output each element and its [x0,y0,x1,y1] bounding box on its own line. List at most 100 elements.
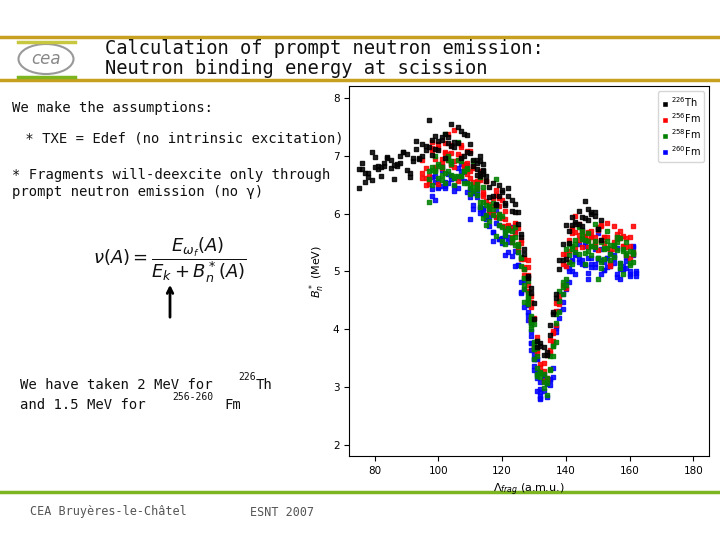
Point [500,232,511,240]
Point [513,207,524,216]
Point [451,184,463,192]
Point [477,170,489,179]
Point [439,177,451,186]
Point [439,168,451,177]
Point [570,243,581,252]
Point [579,232,590,241]
Point [554,286,565,295]
Point [601,253,613,262]
Point [544,348,556,357]
Point [429,165,441,173]
Point [503,248,514,256]
Text: Calculation of prompt neutron emission:: Calculation of prompt neutron emission: [105,39,544,58]
Point [458,167,469,176]
Point [439,130,451,139]
Point [433,182,444,191]
Point [522,294,534,302]
Point [525,313,536,322]
Point [525,318,536,327]
Point [426,172,438,181]
Point [538,387,549,395]
Point [496,222,508,231]
Point [513,247,524,256]
Point [468,156,480,165]
Point [487,228,498,237]
Point [423,175,435,184]
Point [490,206,502,214]
Point [573,223,585,232]
Point [420,145,431,154]
Point [531,343,543,352]
Point [547,327,559,335]
Point [624,267,635,275]
Point [423,198,435,206]
Point [426,136,438,144]
Point [567,229,578,238]
Point [436,165,447,174]
Point [522,287,534,295]
Point [621,242,632,251]
Point [484,200,495,208]
Point [506,227,518,235]
Point [493,194,505,202]
Point [449,137,460,146]
Point [534,368,546,377]
Point [627,251,639,259]
Point [525,316,536,325]
Point [477,183,489,192]
Point [429,154,441,163]
Point [538,375,549,383]
Point [516,230,527,238]
Point [592,228,603,237]
Point [522,274,534,282]
Point [500,226,511,234]
Point [429,178,441,186]
Point [382,154,393,163]
Point [433,137,444,145]
Point [589,263,600,272]
Point [423,143,435,152]
Point [551,289,562,298]
Point [426,181,438,190]
Point [468,188,480,197]
Point [630,272,642,280]
Point [372,162,384,171]
Point [534,341,546,350]
Point [462,146,473,155]
Point [563,240,575,248]
Point [592,225,603,234]
Point [528,314,540,322]
Point [560,284,572,293]
Point [506,232,518,241]
Text: cea: cea [31,50,60,68]
Point [442,156,454,165]
Point [455,127,467,136]
Point [551,321,562,330]
Point [592,246,603,254]
Point [528,345,540,353]
Point [627,250,639,259]
Point [464,167,476,176]
Point [531,370,543,379]
Point [522,270,534,279]
Point [417,140,428,149]
Point [534,367,546,376]
Point [605,256,616,265]
Point [518,285,530,293]
Point [496,238,508,247]
Text: Fm: Fm [224,398,240,412]
Point [385,163,397,172]
Point [487,205,498,213]
Point [627,243,639,252]
Point [595,236,607,245]
Point [455,143,467,152]
Point [557,250,568,259]
Point [592,226,603,234]
Point [496,214,508,222]
Point [579,242,590,251]
Point [541,373,552,382]
Point [471,185,482,193]
Point [500,222,511,231]
Point [436,163,447,172]
Point [439,139,451,147]
